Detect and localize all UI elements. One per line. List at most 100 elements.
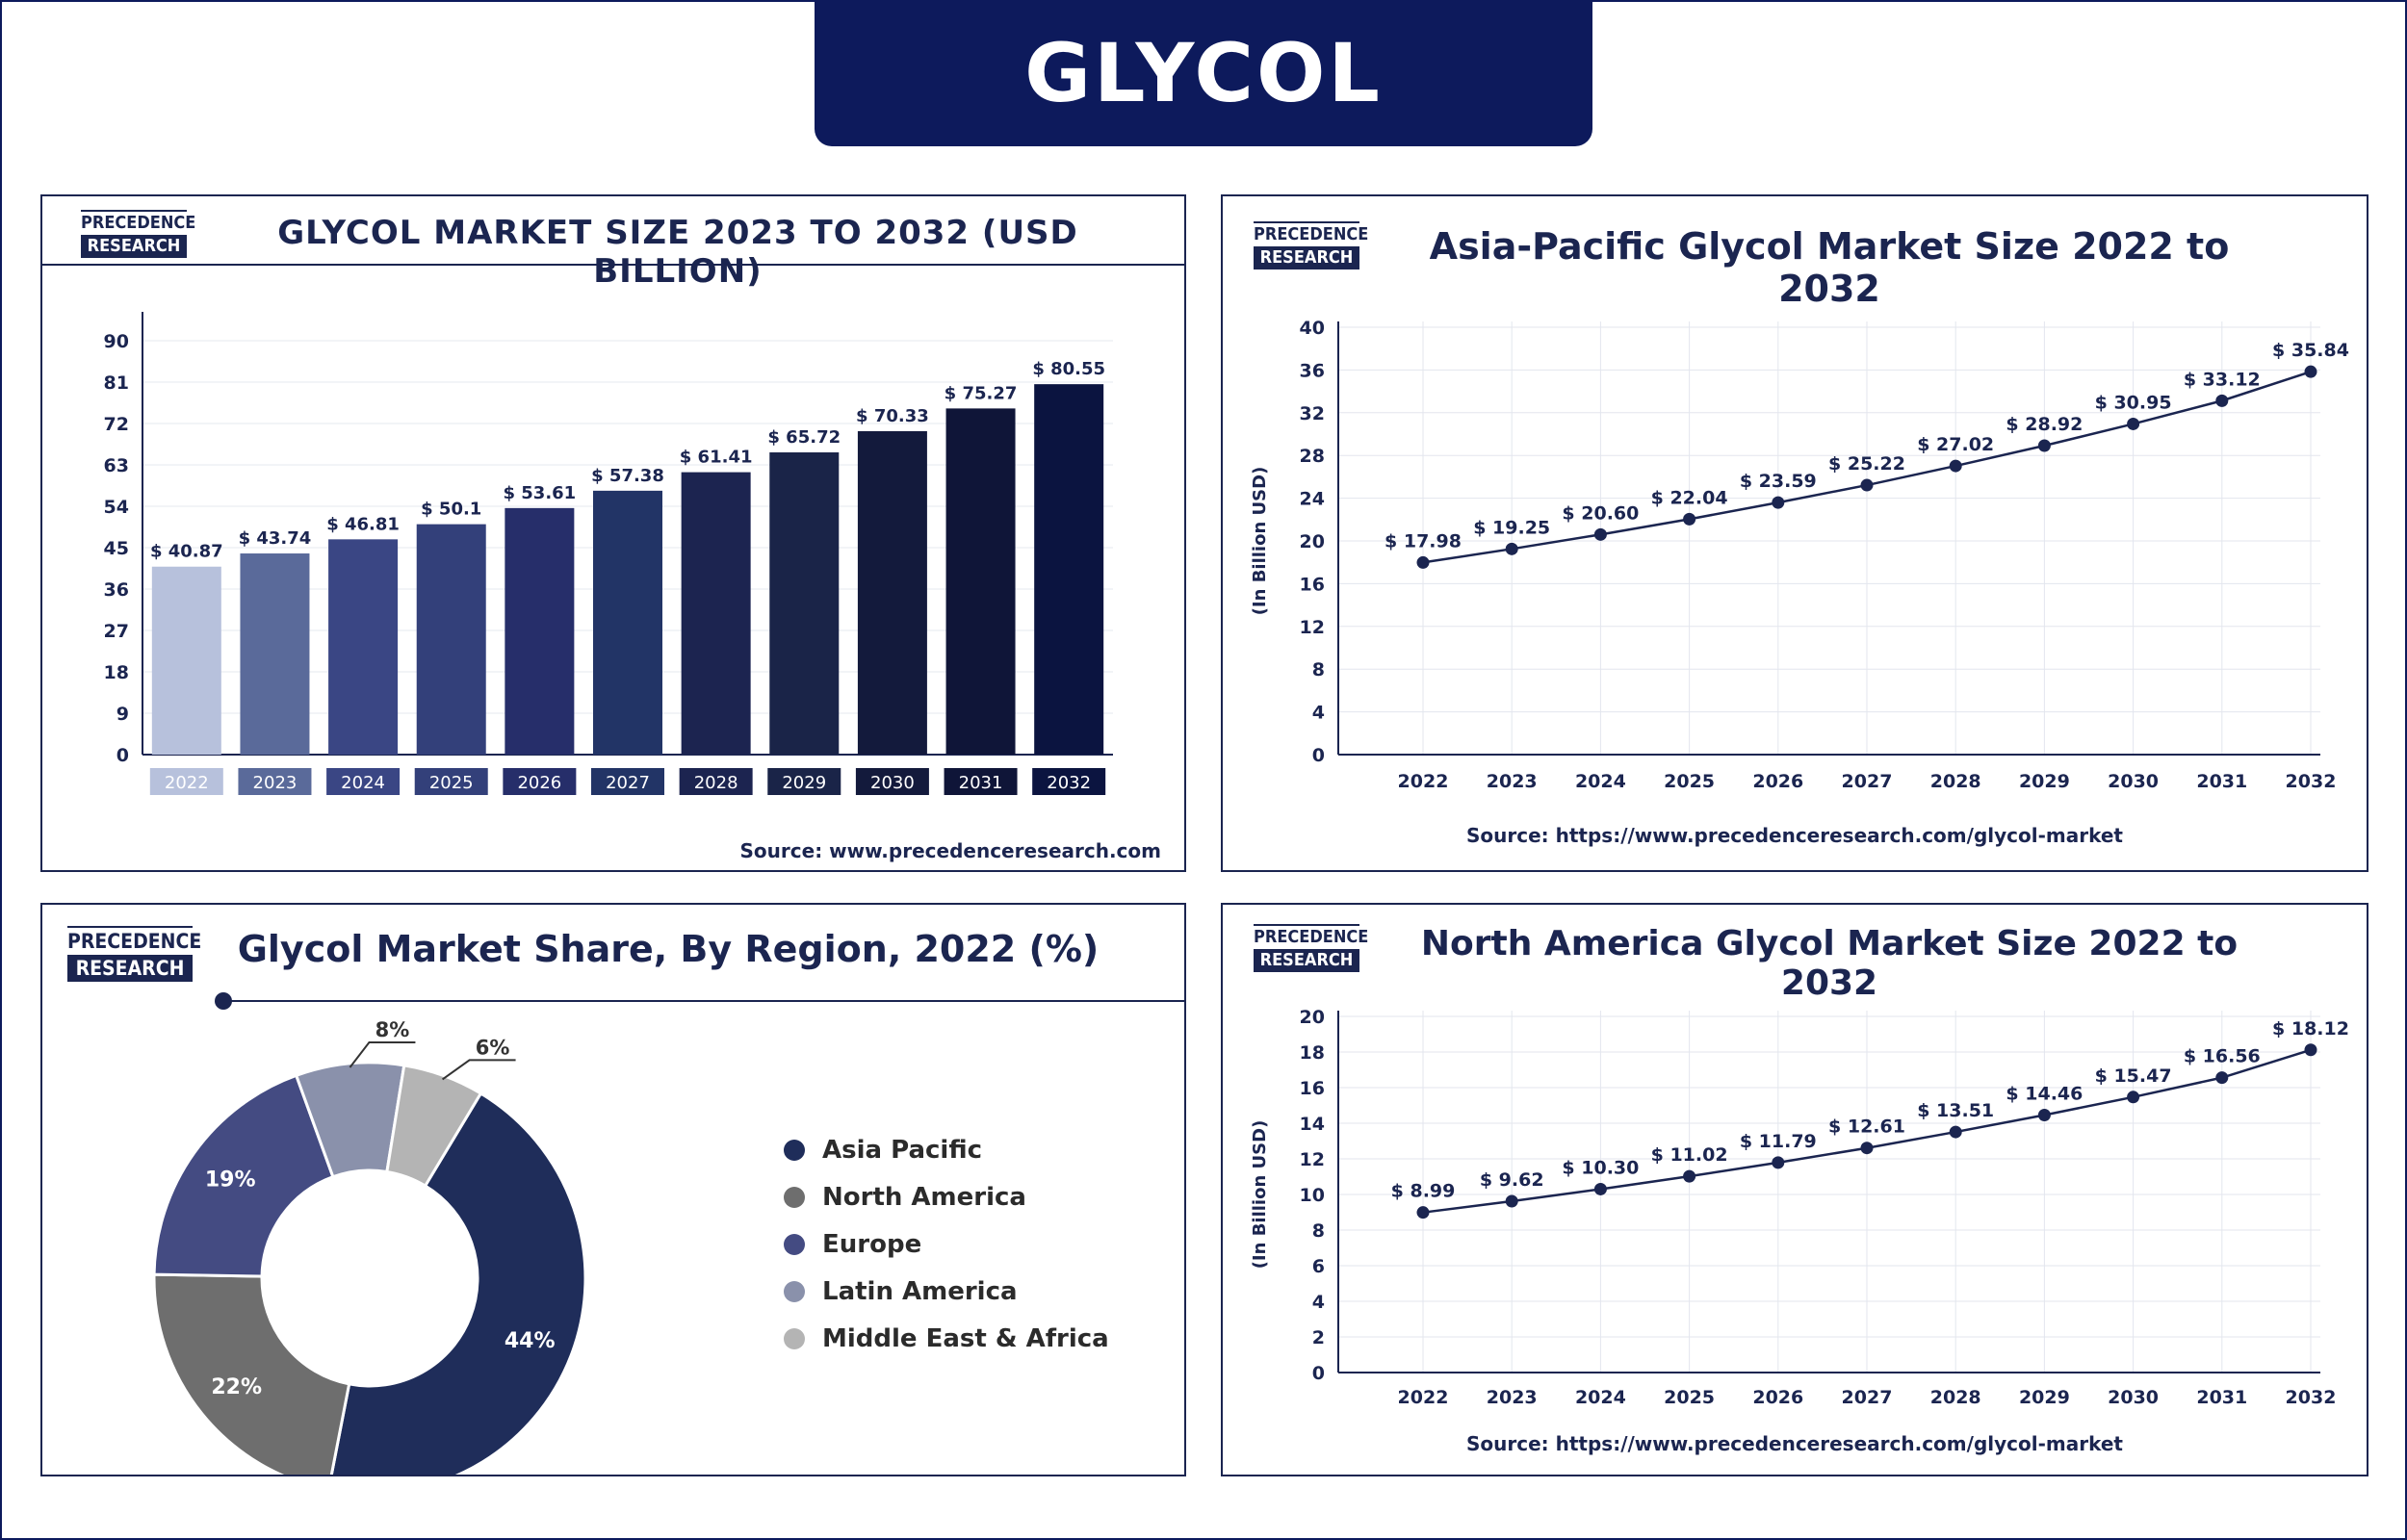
slice-label: 44% bbox=[505, 1329, 556, 1353]
data-point bbox=[2037, 1108, 2051, 1121]
x-tick-badge bbox=[503, 768, 577, 795]
legend-swatch bbox=[784, 1139, 805, 1161]
x-tick-label: 2023 bbox=[1487, 771, 1538, 792]
y-tick-label: 24 bbox=[1300, 489, 1325, 510]
x-tick-badge bbox=[1032, 768, 1106, 795]
x-tick-label: 2022 bbox=[1398, 771, 1449, 792]
asia-pacific-source: Source: https://www.precedenceresearch.c… bbox=[1465, 824, 2123, 847]
precedence-logo: PRECEDENCE RESEARCH bbox=[1254, 221, 1368, 271]
north-america-line-chart: 0 2 4 6 8 10 12 14 16 18 20 2022 2023 2024 2025 2026 202… bbox=[1250, 1007, 2349, 1408]
x-tick-label: 2022 bbox=[1398, 1387, 1449, 1408]
region-legend: Asia Pacific North America Europe Latin … bbox=[784, 1126, 1109, 1362]
data-value-label: $ 28.92 bbox=[2006, 414, 2083, 435]
legend-swatch bbox=[784, 1186, 805, 1208]
bar-chart-source: Source: www.precedenceresearch.com bbox=[739, 839, 1161, 862]
data-value-label: $ 22.04 bbox=[1651, 487, 1728, 508]
title-divider bbox=[42, 264, 1184, 266]
y-tick-label: 32 bbox=[1300, 403, 1325, 424]
data-point bbox=[2127, 1091, 2140, 1104]
x-tick-label: 2027 bbox=[1842, 771, 1893, 792]
precedence-logo: PRECEDENCE RESEARCH bbox=[81, 210, 195, 260]
bar bbox=[857, 430, 927, 755]
legend-label: Europe bbox=[822, 1229, 922, 1259]
y-tick-label: 0 bbox=[116, 745, 129, 766]
data-point bbox=[2215, 394, 2229, 407]
x-tick-badge bbox=[238, 768, 312, 795]
data-value-label: $ 8.99 bbox=[1391, 1181, 1456, 1202]
x-tick-label: 2032 bbox=[1047, 773, 1091, 793]
slice-label: 19% bbox=[205, 1168, 256, 1193]
bar bbox=[505, 507, 575, 755]
north-america-source: Source: https://www.precedenceresearch.c… bbox=[1465, 1432, 2123, 1455]
data-value-label: $ 33.12 bbox=[2184, 369, 2261, 390]
y-tick-label: 2 bbox=[1312, 1327, 1325, 1348]
logo-line1: PRECEDENCE bbox=[67, 926, 201, 955]
bar-value-label: $ 50.1 bbox=[421, 500, 481, 520]
y-tick-label: 4 bbox=[1312, 1292, 1325, 1313]
data-point bbox=[1949, 1125, 1962, 1139]
y-tick-label: 72 bbox=[104, 414, 129, 435]
legend-label: Asia Pacific bbox=[822, 1135, 983, 1165]
bar bbox=[593, 490, 662, 755]
donut-slice bbox=[152, 1073, 335, 1278]
asia-pacific-title: Asia-Pacific Glycol Market Size 2022 to … bbox=[1429, 225, 2230, 310]
data-value-label: $ 30.95 bbox=[2095, 392, 2172, 413]
logo-line2: RESEARCH bbox=[1254, 949, 1359, 972]
bar bbox=[769, 452, 840, 755]
data-point bbox=[1860, 478, 1874, 492]
y-tick-label: 40 bbox=[1300, 318, 1325, 339]
data-point bbox=[1683, 1169, 1696, 1183]
data-value-label: $ 16.56 bbox=[2184, 1046, 2261, 1067]
data-point bbox=[1505, 1194, 1518, 1208]
data-value-label: $ 25.22 bbox=[1828, 453, 1905, 475]
bar bbox=[240, 553, 310, 755]
bar-chart-panel: PRECEDENCE RESEARCH GLYCOL MARKET SIZE 2… bbox=[40, 194, 1186, 872]
bar bbox=[151, 566, 221, 755]
legend-swatch bbox=[784, 1233, 805, 1255]
y-tick-label: 20 bbox=[1300, 531, 1325, 552]
data-point bbox=[1416, 1206, 1430, 1219]
x-tick-label: 2027 bbox=[1842, 1387, 1893, 1408]
bar-value-label: $ 65.72 bbox=[767, 427, 841, 448]
slice-label: 22% bbox=[211, 1375, 262, 1399]
bar-value-label: $ 61.41 bbox=[680, 448, 753, 468]
legend-swatch bbox=[784, 1327, 805, 1349]
data-point bbox=[1416, 555, 1430, 569]
bar bbox=[328, 539, 399, 755]
y-tick-label: 63 bbox=[104, 455, 129, 476]
bar-value-label: $ 70.33 bbox=[856, 406, 929, 426]
data-point bbox=[1593, 1182, 1607, 1195]
y-tick-label: 81 bbox=[104, 372, 129, 394]
x-tick-badge bbox=[149, 768, 223, 795]
x-tick-label: 2022 bbox=[165, 773, 209, 793]
x-tick-label: 2030 bbox=[2108, 1387, 2159, 1408]
data-value-label: $ 11.02 bbox=[1651, 1144, 1728, 1166]
y-tick-label: 12 bbox=[1300, 617, 1325, 638]
legend-label: North America bbox=[822, 1182, 1026, 1212]
legend-item: Latin America bbox=[784, 1268, 1109, 1315]
logo-line1: PRECEDENCE bbox=[81, 210, 195, 235]
bar bbox=[1034, 384, 1104, 755]
y-tick-label: 28 bbox=[1300, 446, 1325, 467]
y-tick-label: 14 bbox=[1300, 1114, 1325, 1135]
donut-slice bbox=[152, 1272, 351, 1475]
legend-item: Asia Pacific bbox=[784, 1126, 1109, 1173]
data-point bbox=[1593, 527, 1607, 541]
logo-line2: RESEARCH bbox=[1254, 246, 1359, 270]
x-tick-label: 2029 bbox=[782, 773, 826, 793]
y-tick-label: 10 bbox=[1300, 1185, 1325, 1206]
y-tick-label: 36 bbox=[104, 579, 129, 601]
data-point bbox=[2304, 1043, 2317, 1057]
x-tick-badge bbox=[326, 768, 401, 795]
x-tick-badge bbox=[591, 768, 664, 795]
x-tick-label: 2024 bbox=[341, 773, 385, 793]
x-tick-badge bbox=[679, 768, 753, 795]
logo-line1: PRECEDENCE bbox=[1254, 221, 1368, 246]
legend-item: Middle East & Africa bbox=[784, 1315, 1109, 1362]
data-value-label: $ 10.30 bbox=[1562, 1157, 1639, 1178]
bar-value-label: $ 53.61 bbox=[503, 483, 576, 503]
legend-label: Latin America bbox=[822, 1276, 1018, 1306]
x-tick-label: 2028 bbox=[1930, 771, 1981, 792]
y-tick-label: 54 bbox=[104, 497, 129, 518]
x-tick-label: 2025 bbox=[1664, 1387, 1715, 1408]
